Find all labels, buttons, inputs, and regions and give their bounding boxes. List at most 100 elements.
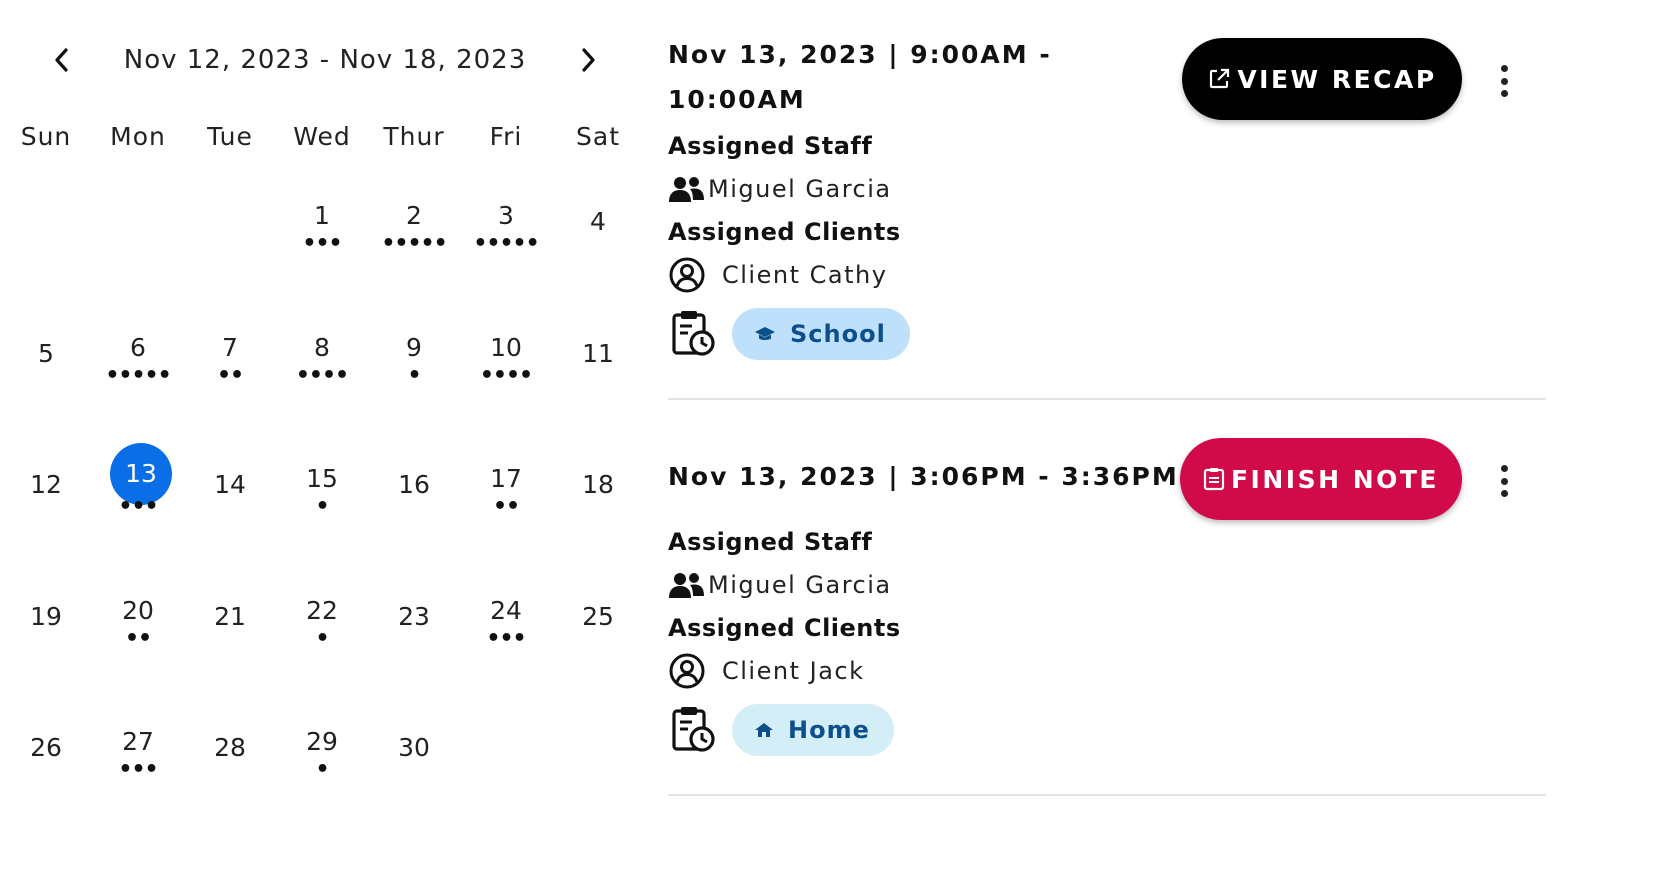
day-number: 1 <box>314 201 330 230</box>
event-dots: ••• <box>486 626 526 651</box>
client-name: Client Jack <box>722 657 865 685</box>
calendar-empty-cell <box>460 696 552 816</box>
calendar-day[interactable]: 18 <box>552 433 644 553</box>
calendar-day[interactable]: 4 <box>552 170 644 290</box>
weekday-label: Mon <box>110 122 166 151</box>
calendar-day[interactable]: 17 •• <box>460 433 552 553</box>
calendar-day[interactable]: 22 • <box>276 565 368 685</box>
calendar-day[interactable]: 30 <box>368 696 460 816</box>
day-number: 3 <box>498 201 514 230</box>
day-number: 4 <box>590 207 606 236</box>
calendar-day[interactable]: 7 •• <box>184 302 276 422</box>
calendar-day[interactable]: 5 <box>0 302 92 422</box>
day-number: 17 <box>490 464 522 493</box>
day-number: 15 <box>306 464 338 493</box>
calendar-day[interactable]: 1 ••• <box>276 170 368 290</box>
calendar-empty-cell <box>184 170 276 290</box>
day-number: 21 <box>214 602 246 631</box>
event-dots: •••• <box>295 363 349 388</box>
day-number: 19 <box>30 602 62 631</box>
weekday-label: Wed <box>293 122 351 151</box>
chevron-left-icon <box>55 48 68 72</box>
location-tag: Home <box>732 704 894 756</box>
calendar-day[interactable]: 8 •••• <box>276 302 368 422</box>
calendar-day[interactable]: 9 • <box>368 302 460 422</box>
day-number: 22 <box>306 596 338 625</box>
calendar-day[interactable]: 26 <box>0 696 92 816</box>
calendar-day[interactable]: 25 <box>552 565 644 685</box>
event-dots: ••• <box>302 231 342 256</box>
event-dots: ••• <box>118 757 158 782</box>
more-options-icon[interactable] <box>1494 461 1514 501</box>
staff-name: Miguel Garcia <box>708 571 892 599</box>
calendar-day[interactable]: 11 <box>552 302 644 422</box>
calendar-day[interactable]: 29 • <box>276 696 368 816</box>
weekday-label: Tue <box>207 122 253 151</box>
week-calendar: Nov 12, 2023 - Nov 18, 2023 Sun Mon Tue … <box>0 0 645 876</box>
day-number: 25 <box>582 602 614 631</box>
day-number: 23 <box>398 602 430 631</box>
calendar-day[interactable]: 10 •••• <box>460 302 552 422</box>
event-dots: ••••• <box>381 231 447 256</box>
calendar-day[interactable]: 2 ••••• <box>368 170 460 290</box>
previous-week-button[interactable] <box>42 40 82 80</box>
day-number: 18 <box>582 470 614 499</box>
calendar-empty-cell <box>92 170 184 290</box>
home-icon <box>754 721 774 739</box>
day-number: 26 <box>30 733 62 762</box>
assigned-clients-heading: Assigned Clients <box>668 614 901 642</box>
calendar-day[interactable]: 3 ••••• <box>460 170 552 290</box>
weekday-label: Sat <box>576 122 620 151</box>
calendar-day[interactable]: 27 ••• <box>92 696 184 816</box>
calendar-day[interactable]: 19 <box>0 565 92 685</box>
next-week-button[interactable] <box>568 40 608 80</box>
user-circle-icon <box>668 257 722 293</box>
calendar-day[interactable]: 23 <box>368 565 460 685</box>
event-dots: •• <box>492 494 520 519</box>
calendar-day[interactable]: 6 ••••• <box>92 302 184 422</box>
day-number: 20 <box>122 596 154 625</box>
calendar-day[interactable]: 12 <box>0 433 92 553</box>
chevron-right-icon <box>582 48 595 72</box>
event-dots: • <box>315 626 329 651</box>
event-dots: ••••• <box>105 363 171 388</box>
day-number: 9 <box>406 333 422 362</box>
finish-note-button[interactable]: FINISH NOTE <box>1180 438 1462 520</box>
day-number: 14 <box>214 470 246 499</box>
day-number: 16 <box>398 470 430 499</box>
location-row: Home <box>668 704 894 756</box>
calendar-day[interactable]: 20 •• <box>92 565 184 685</box>
client-name: Client Cathy <box>722 261 888 289</box>
appointment-card: Nov 13, 2023 | 9:00AM - 10:00AM VIEW REC… <box>668 0 1548 400</box>
calendar-day[interactable]: 24 ••• <box>460 565 552 685</box>
appointment-time: Nov 13, 2023 | 3:06PM - 3:36PM <box>668 462 1179 491</box>
calendar-day[interactable]: 15 • <box>276 433 368 553</box>
day-number: 8 <box>314 333 330 362</box>
location-row: School <box>668 308 910 360</box>
calendar-day[interactable]: 13 ••• <box>92 433 184 553</box>
event-dots: •• <box>124 626 152 651</box>
day-number: 30 <box>398 733 430 762</box>
external-link-icon <box>1207 67 1231 91</box>
appointment-card: Nov 13, 2023 | 3:06PM - 3:36PM FINISH NO… <box>668 400 1548 796</box>
users-icon <box>668 171 708 207</box>
event-dots: •• <box>216 363 244 388</box>
day-number: 12 <box>30 470 62 499</box>
assigned-clients-heading: Assigned Clients <box>668 218 901 246</box>
calendar-day[interactable]: 14 <box>184 433 276 553</box>
clipboard-clock-icon <box>668 704 720 756</box>
more-options-icon[interactable] <box>1494 61 1514 101</box>
location-tag: School <box>732 308 910 360</box>
calendar-day[interactable]: 21 <box>184 565 276 685</box>
date-range-title: Nov 12, 2023 - Nov 18, 2023 <box>123 45 527 75</box>
event-dots: ••• <box>118 494 158 519</box>
calendar-day[interactable]: 16 <box>368 433 460 553</box>
view-recap-button[interactable]: VIEW RECAP <box>1182 38 1462 120</box>
assigned-staff-heading: Assigned Staff <box>668 132 873 160</box>
day-number: 24 <box>490 596 522 625</box>
calendar-day[interactable]: 28 <box>184 696 276 816</box>
user-circle-icon <box>668 653 722 689</box>
view-recap-label: VIEW RECAP <box>1237 64 1437 94</box>
day-number: 6 <box>130 333 146 362</box>
day-number: 28 <box>214 733 246 762</box>
